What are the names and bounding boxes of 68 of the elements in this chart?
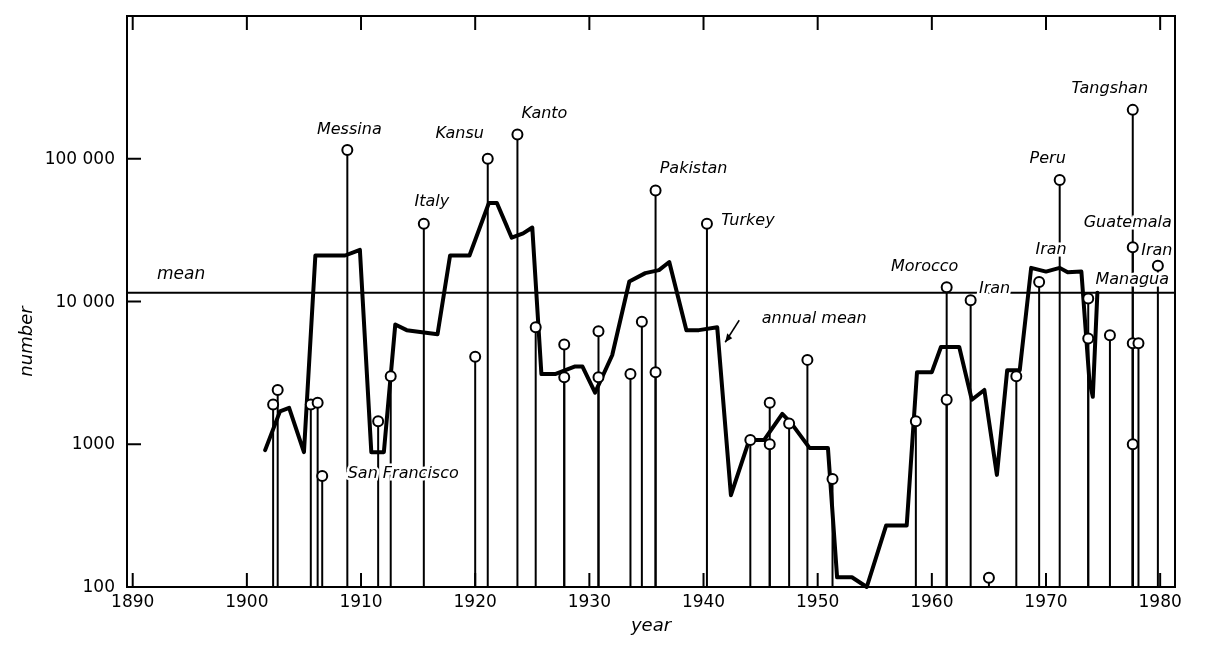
point bbox=[1082, 332, 1095, 345]
point bbox=[763, 396, 776, 409]
point bbox=[592, 371, 605, 384]
point bbox=[417, 217, 430, 230]
point bbox=[964, 294, 977, 307]
point bbox=[624, 368, 637, 381]
annotation: Turkey bbox=[721, 210, 776, 230]
point bbox=[940, 393, 953, 406]
point bbox=[267, 398, 280, 411]
x-axis-title: year bbox=[629, 614, 673, 635]
point bbox=[372, 415, 385, 428]
point bbox=[558, 371, 571, 384]
point bbox=[529, 321, 542, 334]
point bbox=[341, 144, 354, 157]
point bbox=[635, 315, 648, 328]
x-tick-label: 1900 bbox=[225, 591, 269, 611]
x-tick-label: 1910 bbox=[339, 591, 383, 611]
annotation: annual mean bbox=[761, 307, 867, 327]
point bbox=[558, 338, 571, 351]
x-tick-label: 1930 bbox=[567, 591, 611, 611]
point bbox=[826, 473, 839, 486]
annotation: Kanto bbox=[521, 102, 568, 122]
point bbox=[271, 383, 284, 396]
point bbox=[1053, 173, 1066, 186]
annotation: Iran bbox=[979, 277, 1011, 297]
point bbox=[311, 396, 324, 409]
x-tick-label: 1890 bbox=[111, 591, 155, 611]
point bbox=[469, 350, 482, 363]
point bbox=[1126, 438, 1139, 451]
point bbox=[384, 370, 397, 383]
point bbox=[316, 469, 329, 482]
point bbox=[649, 184, 662, 197]
x-tick-label: 1950 bbox=[796, 591, 840, 611]
y-tick-label: 10 000 bbox=[55, 290, 115, 311]
point bbox=[1132, 337, 1145, 350]
x-tick-label: 1920 bbox=[453, 591, 497, 611]
point bbox=[649, 366, 662, 379]
ref-line-label: mean bbox=[157, 262, 206, 283]
point bbox=[1033, 275, 1046, 288]
y-axis-title: number bbox=[15, 304, 36, 377]
point bbox=[700, 217, 713, 230]
annotation: Peru bbox=[1029, 148, 1066, 168]
point bbox=[1126, 103, 1139, 116]
point bbox=[909, 415, 922, 428]
point bbox=[801, 353, 814, 366]
x-tick-label: 1970 bbox=[1024, 591, 1068, 611]
annotation: Kansu bbox=[435, 123, 484, 143]
point bbox=[1126, 241, 1139, 254]
annotation: Morocco bbox=[891, 255, 959, 275]
y-tick-label: 1000 bbox=[71, 433, 115, 454]
annotation: Italy bbox=[414, 191, 450, 211]
point bbox=[511, 128, 524, 141]
point bbox=[592, 325, 605, 338]
point bbox=[783, 417, 796, 430]
point bbox=[744, 434, 757, 447]
x-tick-label: 1940 bbox=[681, 591, 726, 611]
point bbox=[481, 152, 494, 165]
y-tick-label: 100 000 bbox=[44, 147, 115, 168]
point bbox=[982, 571, 995, 584]
x-tick-label: 1960 bbox=[910, 591, 954, 611]
point bbox=[763, 438, 776, 451]
annotation: Iran bbox=[1141, 240, 1173, 260]
annotation: Messina bbox=[316, 118, 382, 138]
x-tick-label: 1980 bbox=[1138, 591, 1182, 611]
annotation: Tangshan bbox=[1071, 78, 1149, 98]
point bbox=[1103, 329, 1116, 342]
point bbox=[1151, 259, 1164, 272]
annotation: Pakistan bbox=[659, 157, 728, 177]
